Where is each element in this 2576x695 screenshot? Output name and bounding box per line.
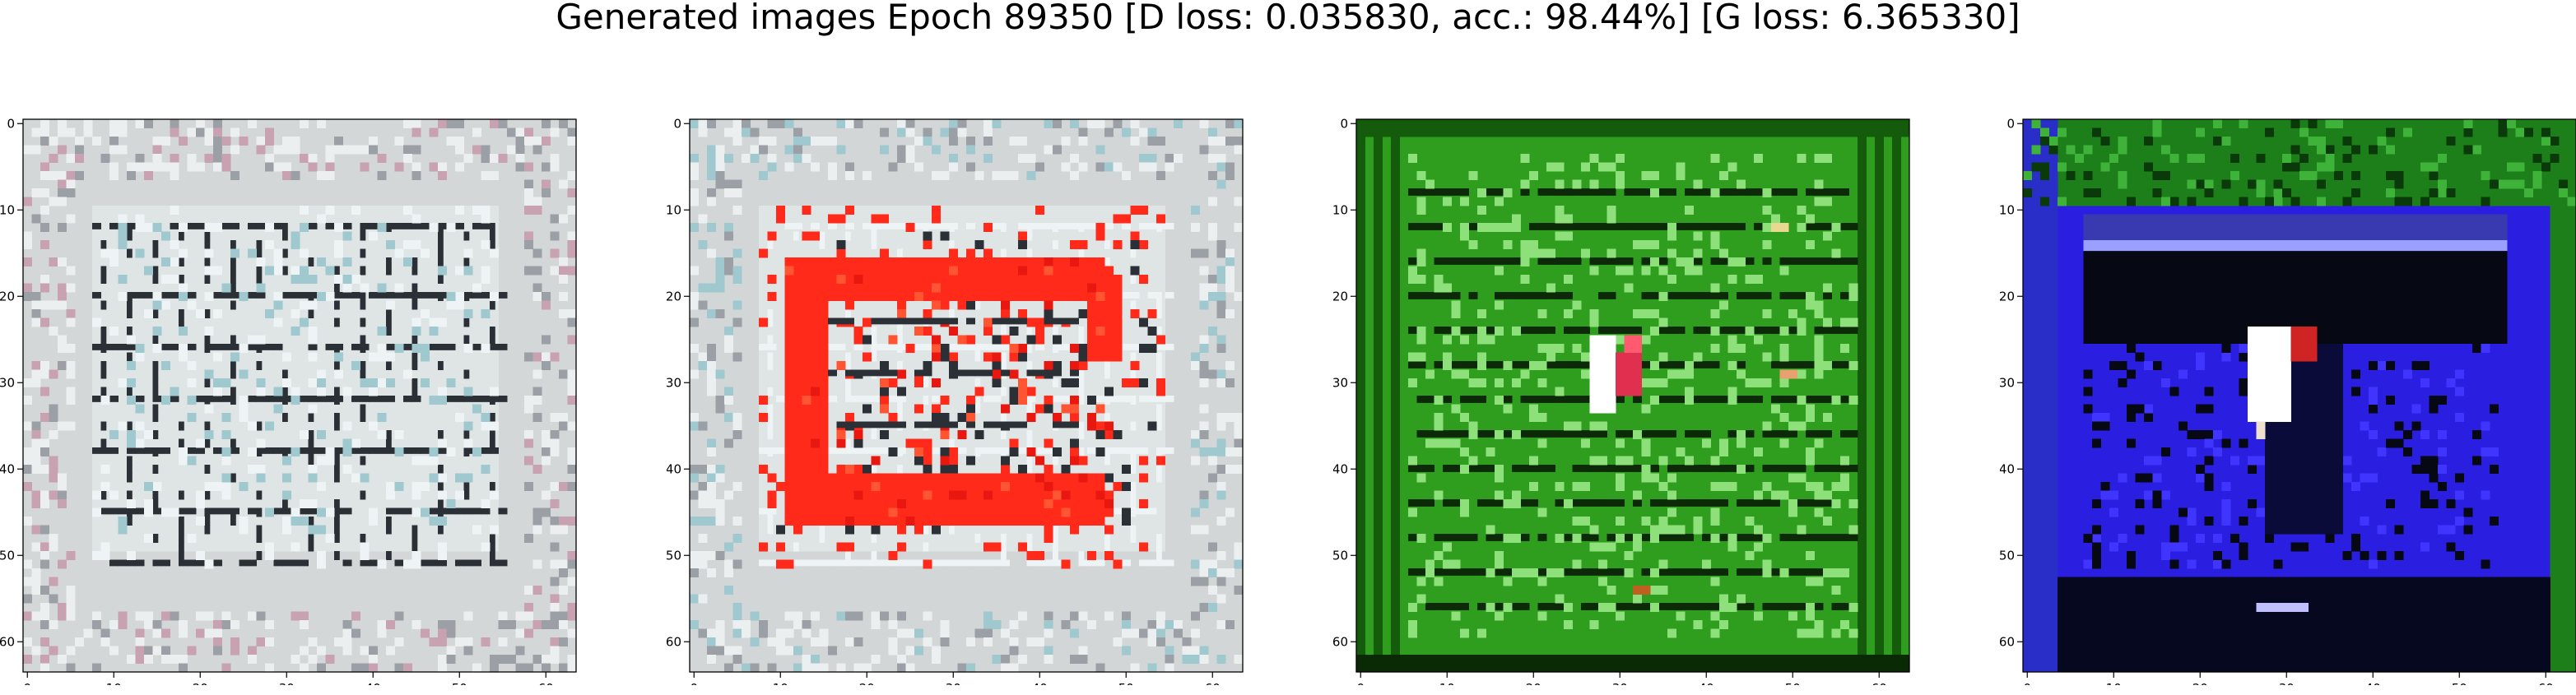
- x-tick-label: 0: [23, 681, 31, 685]
- y-axis: 0 10 20 30 40 50 60: [667, 118, 690, 649]
- y-tick-label: 50: [0, 548, 15, 563]
- x-tick-label: 30: [946, 681, 961, 685]
- x-tick-label: 50: [1785, 681, 1801, 685]
- x-tick-label: 10: [773, 681, 788, 685]
- x-tick-label: 30: [1612, 681, 1628, 685]
- x-tick-label: 30: [279, 681, 295, 685]
- image-panel-2: 0 10 20 30 40 50 60 0 10 20 30 40 50 60: [667, 118, 1244, 685]
- x-tick-label: 50: [1118, 681, 1134, 685]
- x-tick-label: 0: [1356, 681, 1365, 685]
- image-panel-3: 0 10 20 30 40 50 60 0 10 20 30 40 50 60: [1333, 118, 1910, 685]
- y-tick-label: 50: [1333, 548, 1348, 563]
- x-tick-label: 60: [538, 681, 554, 685]
- x-axis: 0 10 20 30 40 50 60: [690, 672, 1221, 685]
- y-tick-label: 20: [0, 289, 15, 303]
- image-panel-4: 0 10 20 30 40 50 60 0 10 20 30 40 50 60: [2000, 118, 2576, 685]
- generated-image: [690, 119, 1244, 673]
- y-tick-label: 20: [2000, 289, 2015, 303]
- y-tick-label: 0: [673, 118, 681, 131]
- x-tick-label: 40: [2365, 681, 2381, 685]
- x-tick-label: 50: [2452, 681, 2467, 685]
- x-tick-label: 40: [1032, 681, 1048, 685]
- y-tick-label: 60: [2000, 634, 2015, 649]
- subplot-2: 0 10 20 30 40 50 60 0 10 20 30 40 50 60: [667, 118, 1244, 685]
- y-axis: 0 10 20 30 40 50 60: [0, 118, 23, 649]
- x-tick-label: 40: [1699, 681, 1714, 685]
- y-tick-label: 60: [1333, 634, 1348, 649]
- y-tick-label: 10: [0, 202, 15, 217]
- y-tick-label: 50: [2000, 548, 2015, 563]
- x-axis: 0 10 20 30 40 50 60: [23, 672, 554, 685]
- generated-image: [23, 119, 577, 673]
- y-tick-label: 60: [667, 634, 681, 649]
- x-tick-label: 20: [2192, 681, 2208, 685]
- y-tick-label: 0: [1340, 118, 1348, 131]
- x-tick-label: 60: [1205, 681, 1221, 685]
- y-tick-label: 40: [667, 461, 681, 476]
- x-tick-label: 10: [2106, 681, 2122, 685]
- x-tick-label: 60: [2538, 681, 2554, 685]
- y-tick-label: 20: [667, 289, 681, 303]
- subplot-1: 0 10 20 30 40 50 60 0 10 20 30 40 50 60: [0, 118, 577, 685]
- x-tick-label: 30: [2279, 681, 2295, 685]
- x-tick-label: 40: [365, 681, 381, 685]
- axes-frame: [1355, 118, 1910, 673]
- y-tick-label: 20: [1333, 289, 1348, 303]
- y-tick-label: 10: [667, 202, 681, 217]
- y-tick-label: 30: [667, 375, 681, 390]
- figure-title: Generated images Epoch 89350 [D loss: 0.…: [556, 0, 2020, 37]
- generated-image: [1356, 119, 1910, 673]
- x-tick-label: 0: [690, 681, 698, 685]
- axes-frame: [22, 118, 577, 673]
- x-tick-label: 10: [106, 681, 122, 685]
- x-tick-label: 10: [1439, 681, 1455, 685]
- y-tick-label: 30: [2000, 375, 2015, 390]
- axes-frame: [689, 118, 1244, 673]
- x-tick-label: 60: [1872, 681, 1887, 685]
- axes-frame: [2022, 118, 2576, 673]
- x-axis: 0 10 20 30 40 50 60: [1356, 672, 1887, 685]
- x-axis: 0 10 20 30 40 50 60: [2023, 672, 2554, 685]
- subplot-4: 0 10 20 30 40 50 60 0 10 20 30 40 50 60: [2000, 118, 2576, 685]
- y-tick-label: 60: [0, 634, 15, 649]
- y-tick-label: 50: [667, 548, 681, 563]
- y-tick-label: 0: [2006, 118, 2015, 131]
- x-tick-label: 20: [859, 681, 875, 685]
- y-tick-label: 30: [0, 375, 15, 390]
- x-tick-label: 20: [193, 681, 208, 685]
- y-tick-label: 30: [1333, 375, 1348, 390]
- y-tick-label: 40: [2000, 461, 2015, 476]
- x-tick-label: 20: [1526, 681, 1541, 685]
- subplot-3: 0 10 20 30 40 50 60 0 10 20 30 40 50 60: [1333, 118, 1910, 685]
- y-axis: 0 10 20 30 40 50 60: [2000, 118, 2023, 649]
- y-tick-label: 40: [0, 461, 15, 476]
- x-tick-label: 50: [452, 681, 467, 685]
- y-axis: 0 10 20 30 40 50 60: [1333, 118, 1356, 649]
- y-tick-label: 10: [1333, 202, 1348, 217]
- y-tick-label: 0: [7, 118, 15, 131]
- x-tick-label: 0: [2023, 681, 2031, 685]
- generated-image: [2023, 119, 2576, 673]
- image-panel-1: 0 10 20 30 40 50 60 0 10 20 30 40 50 60: [0, 118, 577, 685]
- y-tick-label: 40: [1333, 461, 1348, 476]
- y-tick-label: 10: [2000, 202, 2015, 217]
